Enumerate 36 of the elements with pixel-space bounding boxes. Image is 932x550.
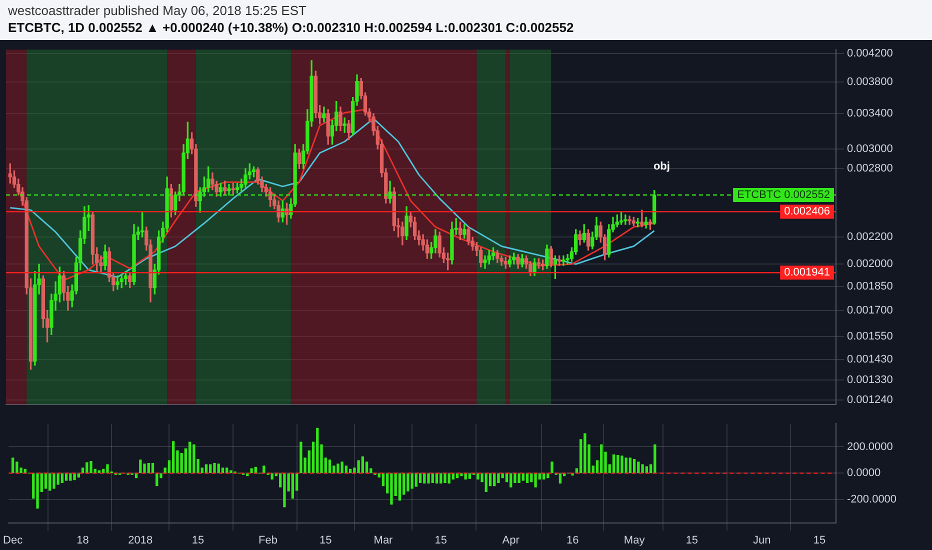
y-tick-label: 0.002000	[847, 258, 893, 270]
y-tick-label: 0.004200	[847, 48, 893, 60]
ref-line-label: 0.001941	[784, 266, 830, 279]
x-tick-label: 15	[434, 534, 447, 546]
y-tick-label: 0.003400	[847, 108, 893, 120]
annotation: obj	[653, 160, 670, 173]
y-tick-label: 0.002800	[847, 162, 893, 175]
x-tick-label: 2018	[128, 534, 153, 546]
x-tick-label: 15	[686, 534, 698, 546]
x-tick-label: 18	[76, 534, 89, 546]
x-tick-label: 15	[320, 534, 332, 546]
ref-line-label: ETCBTC 0.002552	[737, 189, 830, 202]
chart-subtitle: ETCBTC, 1D 0.002552 ▲ +0.000240 (+10.38%) O:0.002310 H:0.002594 L:0.002301 C:0.002552	[8, 19, 575, 36]
y-tick-label: 0.001700	[847, 304, 893, 316]
y-tick-label: 200.0000	[847, 440, 893, 453]
chart-title: westcoasttrader published May 06, 2018 15:25 EST	[8, 2, 308, 19]
y-tick-label: 0.0000	[847, 467, 881, 480]
y-tick-label: 0.003800	[847, 76, 893, 88]
y-tick-label: 0.003000	[847, 143, 893, 156]
x-tick-label: Mar	[374, 534, 394, 546]
ref-line-label: 0.002406	[784, 206, 830, 218]
y-tick-label: 0.001430	[847, 353, 893, 366]
y-tick-label: 0.001850	[847, 280, 893, 292]
y-tick-label: 0.001240	[847, 394, 893, 406]
y-tick-label: 0.002200	[847, 231, 893, 244]
x-tick-label: Feb	[258, 534, 278, 546]
x-tick-label: Apr	[502, 534, 520, 546]
x-tick-label: 15	[192, 534, 204, 546]
x-tick-label: 15	[813, 534, 826, 546]
x-tick-label: 16	[566, 534, 579, 546]
x-tick-label: May	[624, 534, 646, 546]
x-tick-label: Jun	[753, 534, 771, 546]
x-tick-label: Dec	[3, 534, 24, 546]
y-tick-label: -200.0000	[847, 494, 897, 506]
y-tick-label: 0.001550	[847, 330, 893, 342]
y-tick-label: 0.001330	[847, 374, 893, 386]
